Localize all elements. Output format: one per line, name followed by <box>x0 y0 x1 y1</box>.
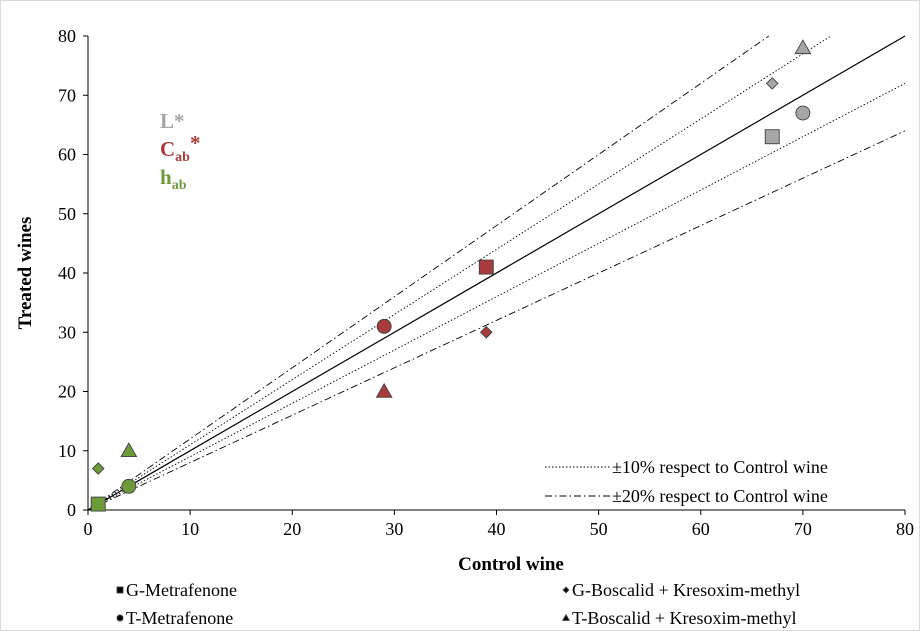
data-point-triangle-h <box>120 442 138 457</box>
legend-series-label: T-Boscalid + Kresoxim-methyl <box>572 608 796 628</box>
variable-label-l: L* <box>160 109 185 133</box>
legend-marker-square <box>116 586 124 594</box>
legend-marker-circle <box>116 614 124 622</box>
data-point-circle-h <box>121 478 137 494</box>
legend-marker-diamond <box>562 586 570 594</box>
reference-lines <box>87 35 906 511</box>
legend-series-label: G-Boscalid + Kresoxim-methyl <box>572 580 800 600</box>
x-tick-label: 20 <box>283 519 301 539</box>
y-axis-title: Treated wines <box>15 217 36 330</box>
axes <box>83 35 906 515</box>
data-point-circle-c <box>376 318 392 334</box>
data-point-diamond-l <box>765 77 779 90</box>
reference-line-identity <box>87 35 906 511</box>
x-tick-label: 10 <box>181 519 199 539</box>
line-legend-label: ±20% respect to Control wine <box>612 486 828 506</box>
x-axis-title: Control wine <box>458 554 564 575</box>
x-tick-label: 70 <box>794 519 812 539</box>
y-tick-label: 60 <box>58 145 76 165</box>
data-point-triangle-c <box>375 382 393 398</box>
data-points <box>90 39 812 512</box>
line-legend: ±10% respect to Control wine ±20% respect… <box>545 457 828 506</box>
legend-marker-triangle <box>561 613 571 621</box>
y-tick-label: 10 <box>58 441 76 461</box>
y-tick-label: 70 <box>58 85 76 105</box>
reference-line-minus20 <box>87 130 906 511</box>
x-tick-label: 50 <box>590 519 608 539</box>
data-point-diamond-c <box>479 325 493 339</box>
tick-labels: 0 10 20 30 40 50 60 70 80 0 10 20 30 40 50 60 70 80 <box>58 26 914 539</box>
variable-label-h: hab <box>160 165 187 193</box>
y-tick-label: 40 <box>58 263 76 283</box>
x-tick-label: 60 <box>692 519 710 539</box>
y-tick-label: 50 <box>58 204 76 224</box>
y-tick-label: 80 <box>58 26 76 46</box>
x-tick-label: 80 <box>896 519 914 539</box>
data-point-square-h <box>90 496 106 512</box>
variable-label-c: Cab* <box>160 131 200 165</box>
data-point-diamond-h <box>91 462 105 475</box>
line-legend-label: ±10% respect to Control wine <box>612 457 828 477</box>
y-tick-label: 30 <box>58 322 76 342</box>
data-point-triangle-l <box>794 39 812 55</box>
x-tick-label: 40 <box>488 519 506 539</box>
data-point-circle-l <box>795 105 811 121</box>
legend-series-label: G-Metrafenone <box>126 580 237 600</box>
x-tick-label: 0 <box>84 519 93 539</box>
y-tick-label: 0 <box>67 500 76 520</box>
legend-series-label: T-Metrafenone <box>126 608 233 628</box>
data-point-square-l <box>764 129 780 145</box>
marker-legend: G-Metrafenone T-Metrafenone G-Boscalid + K… <box>116 580 800 628</box>
variable-legend: L*Cab*hab <box>160 109 200 193</box>
y-tick-label: 20 <box>58 382 76 402</box>
data-point-square-c <box>478 259 494 275</box>
x-tick-label: 30 <box>385 519 403 539</box>
